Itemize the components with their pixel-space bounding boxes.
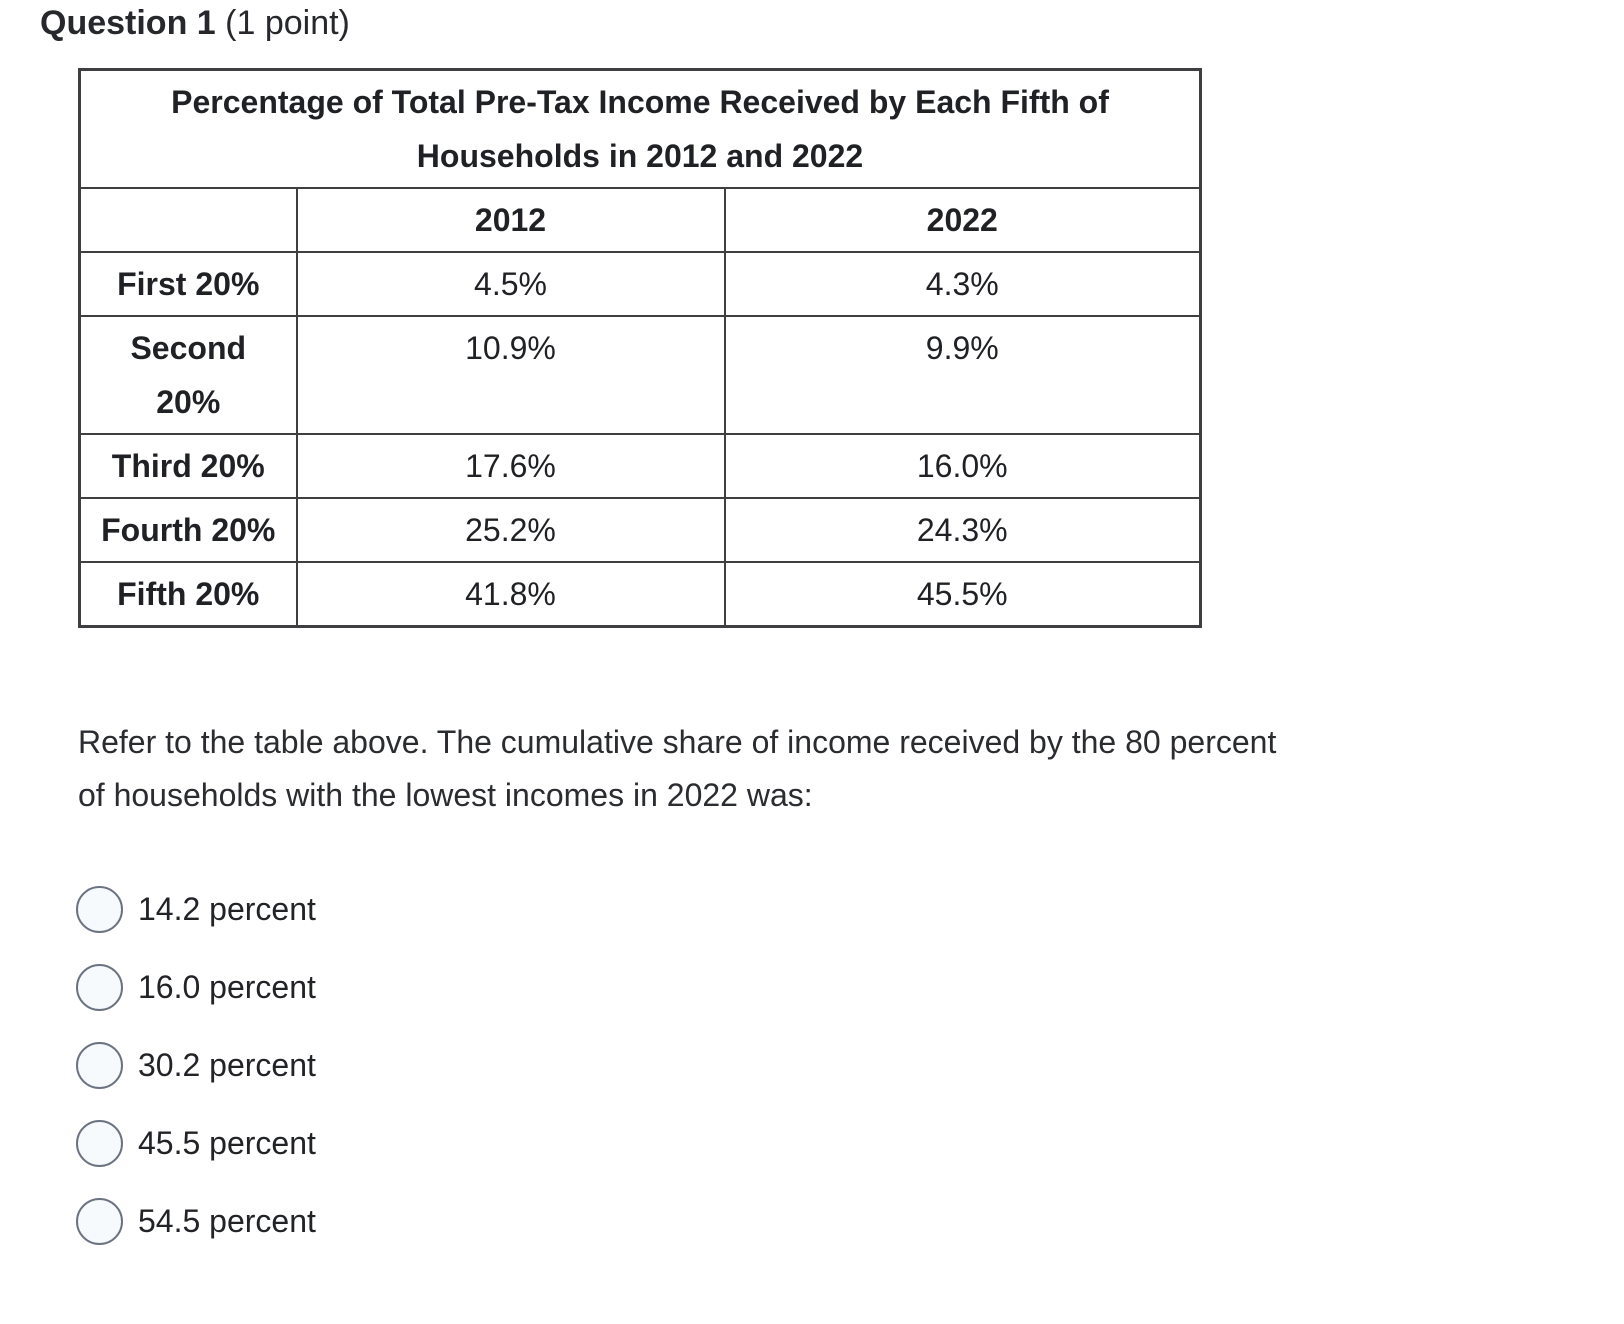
- radio-button[interactable]: [76, 964, 123, 1011]
- cell-second-2012: 10.9%: [295, 315, 726, 435]
- question-header: Question 1 (1 point): [40, 2, 1624, 44]
- answer-options: 14.2 percent 16.0 percent 30.2 percent 4…: [76, 886, 1624, 1245]
- option-label[interactable]: 45.5 percent: [138, 1125, 316, 1161]
- column-header-2012: 2012: [295, 187, 726, 253]
- question-prompt-line-1: Refer to the table above. The cumulative…: [78, 724, 1277, 760]
- column-header-blank: [78, 187, 298, 253]
- option-label[interactable]: 30.2 percent: [138, 1047, 316, 1083]
- table-row: First 20% 4.5% 4.3%: [78, 251, 1202, 317]
- row-label-first: First 20%: [78, 251, 298, 317]
- radio-button[interactable]: [76, 1120, 123, 1167]
- row-label-fifth: Fifth 20%: [78, 561, 298, 628]
- table-title-row: Percentage of Total Pre-Tax Income Recei…: [78, 68, 1202, 189]
- row-label-third: Third 20%: [78, 433, 298, 499]
- table-row: Fourth 20% 25.2% 24.3%: [78, 497, 1202, 563]
- table-title-line-1: Percentage of Total Pre-Tax Income Recei…: [171, 84, 1109, 120]
- row-label-fourth: Fourth 20%: [78, 497, 298, 563]
- cell-first-2012: 4.5%: [295, 251, 726, 317]
- question-number: Question 1: [40, 4, 216, 42]
- table-title: Percentage of Total Pre-Tax Income Recei…: [78, 68, 1202, 189]
- radio-button[interactable]: [76, 886, 123, 933]
- cell-fourth-2012: 25.2%: [295, 497, 726, 563]
- question-prompt-line-2: of households with the lowest incomes in…: [78, 777, 813, 813]
- option-label[interactable]: 54.5 percent: [138, 1203, 316, 1239]
- question-prompt: Refer to the table above. The cumulative…: [78, 716, 1624, 822]
- table-row: Third 20% 17.6% 16.0%: [78, 433, 1202, 499]
- row-label-second: Second 20%: [78, 315, 298, 435]
- option-label[interactable]: 14.2 percent: [138, 891, 316, 927]
- cell-fifth-2022: 45.5%: [723, 561, 1202, 628]
- answer-option-4[interactable]: 45.5 percent: [76, 1120, 1624, 1167]
- cell-third-2022: 16.0%: [723, 433, 1202, 499]
- cell-fifth-2012: 41.8%: [295, 561, 726, 628]
- cell-third-2012: 17.6%: [295, 433, 726, 499]
- radio-button[interactable]: [76, 1042, 123, 1089]
- answer-option-1[interactable]: 14.2 percent: [76, 886, 1624, 933]
- table-row: Fifth 20% 41.8% 45.5%: [78, 561, 1202, 628]
- answer-option-3[interactable]: 30.2 percent: [76, 1042, 1624, 1089]
- income-share-table: Percentage of Total Pre-Tax Income Recei…: [78, 68, 1202, 628]
- table-title-line-2: Households in 2012 and 2022: [416, 138, 864, 174]
- table-header-row: 2012 2022: [78, 187, 1202, 253]
- cell-first-2022: 4.3%: [723, 251, 1202, 317]
- table-row: Second 20% 10.9% 9.9%: [78, 315, 1202, 435]
- cell-fourth-2022: 24.3%: [723, 497, 1202, 563]
- answer-option-5[interactable]: 54.5 percent: [76, 1198, 1624, 1245]
- answer-option-2[interactable]: 16.0 percent: [76, 964, 1624, 1011]
- question-points: (1 point): [215, 4, 350, 42]
- column-header-2022: 2022: [723, 187, 1202, 253]
- radio-button[interactable]: [76, 1198, 123, 1245]
- option-label[interactable]: 16.0 percent: [138, 969, 316, 1005]
- cell-second-2022: 9.9%: [723, 315, 1202, 435]
